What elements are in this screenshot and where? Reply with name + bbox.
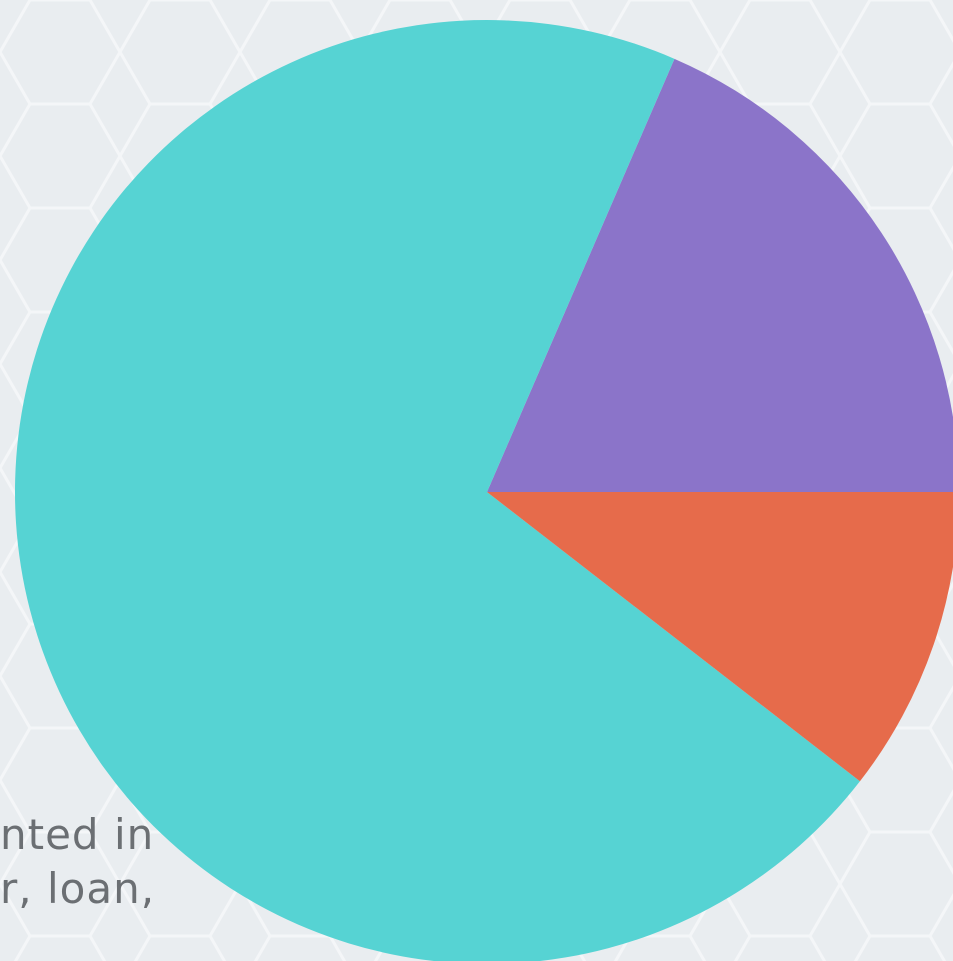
pie-slice-1 bbox=[487, 58, 953, 492]
background-text: nted in r, loan, bbox=[0, 808, 155, 916]
pie-slice-2 bbox=[14, 20, 860, 961]
pie-slice-3 bbox=[487, 492, 953, 782]
background-text-line-1: nted in bbox=[0, 810, 155, 859]
background-text-line-2: r, loan, bbox=[0, 864, 156, 913]
